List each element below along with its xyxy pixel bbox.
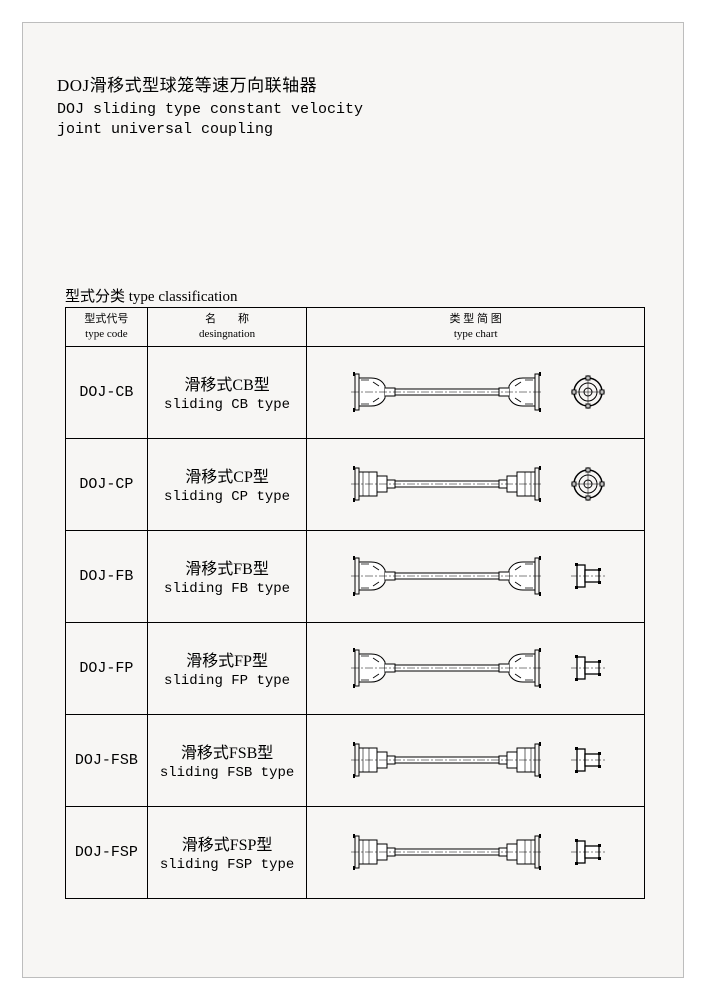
end-view-flange-icon [571,835,605,869]
designation-cn: 滑移式FP型 [148,647,307,671]
type-chart-cell [307,346,645,438]
designation-cn: 滑移式CB型 [148,371,307,395]
designation-cell: 滑移式CP型 sliding CP type [147,438,307,530]
classification-table: 型式代号 type code 名 称 desingnation 类 型 简 图 … [65,307,645,899]
header-chart-cn: 类 型 简 图 [450,313,502,325]
designation-cn: 滑移式CP型 [148,463,307,487]
chart-wrap [307,807,644,898]
header-type-code: 型式代号 type code [66,308,148,347]
header-desig-en: desingnation [199,328,255,340]
page-header: DOJ滑移式型球笼等速万向联轴器 DOJ sliding type consta… [57,71,363,141]
shaft-diagram-icon [347,830,547,874]
table-row: DOJ-FP 滑移式FP型 sliding FP type [66,622,645,714]
type-chart-cell [307,714,645,806]
designation-cell: 滑移式FP型 sliding FP type [147,622,307,714]
type-code-value: DOJ-FSB [75,752,138,769]
header-designation: 名 称 desingnation [147,308,307,347]
table-row: DOJ-CB 滑移式CB型 sliding CB type [66,346,645,438]
table-header-row: 型式代号 type code 名 称 desingnation 类 型 简 图 … [66,308,645,347]
designation-cell: 滑移式CB型 sliding CB type [147,346,307,438]
type-code-value: DOJ-FSP [75,844,138,861]
designation-en: sliding FSP type [148,857,307,873]
type-chart-cell [307,438,645,530]
type-chart-cell [307,806,645,898]
title-en-line1: DOJ sliding type constant velocity [57,100,363,120]
title-en-line2: joint universal coupling [57,120,363,140]
type-chart-cell [307,622,645,714]
chart-wrap [307,623,644,714]
header-desig-cn: 名 称 [205,313,249,325]
designation-en: sliding CP type [148,489,307,505]
chart-wrap [307,347,644,438]
designation-en: sliding FSB type [148,765,307,781]
end-view-flange-icon [571,743,605,777]
designation-cn: 滑移式FSP型 [148,831,307,855]
header-type-chart: 类 型 简 图 type chart [307,308,645,347]
type-code-value: DOJ-CB [79,384,133,401]
header-code-en: type code [85,328,127,340]
type-code-cell: DOJ-CB [66,346,148,438]
shaft-diagram-icon [347,738,547,782]
section-title: 型式分类 type classification [65,285,237,306]
designation-cell: 滑移式FB型 sliding FB type [147,530,307,622]
type-code-value: DOJ-FB [79,568,133,585]
shaft-diagram-icon [347,646,547,690]
end-view-circle-icon [571,467,605,501]
shaft-diagram-icon [347,462,547,506]
chart-wrap [307,531,644,622]
chart-wrap [307,715,644,806]
header-chart-en: type chart [454,328,498,340]
type-code-cell: DOJ-FP [66,622,148,714]
type-code-cell: DOJ-FSP [66,806,148,898]
type-code-value: DOJ-CP [79,476,133,493]
designation-cell: 滑移式FSP型 sliding FSP type [147,806,307,898]
type-code-cell: DOJ-FB [66,530,148,622]
table-row: DOJ-FSP 滑移式FSP型 sliding FSP type [66,806,645,898]
header-code-cn: 型式代号 [84,313,128,325]
type-code-cell: DOJ-CP [66,438,148,530]
table-row: DOJ-FB 滑移式FB型 sliding FB type [66,530,645,622]
end-view-flange-icon [571,559,605,593]
table-row: DOJ-FSB 滑移式FSB型 sliding FSB type [66,714,645,806]
end-view-circle-icon [571,375,605,409]
designation-en: sliding FB type [148,581,307,597]
designation-cell: 滑移式FSB型 sliding FSB type [147,714,307,806]
shaft-diagram-icon [347,554,547,598]
chart-wrap [307,439,644,530]
title-cn: DOJ滑移式型球笼等速万向联轴器 [57,71,363,96]
designation-cn: 滑移式FSB型 [148,739,307,763]
designation-en: sliding FP type [148,673,307,689]
type-code-cell: DOJ-FSB [66,714,148,806]
type-code-value: DOJ-FP [79,660,133,677]
type-chart-cell [307,530,645,622]
end-view-flange-icon [571,651,605,685]
designation-cn: 滑移式FB型 [148,555,307,579]
shaft-diagram-icon [347,370,547,414]
page-frame: DOJ滑移式型球笼等速万向联轴器 DOJ sliding type consta… [22,22,684,978]
designation-en: sliding CB type [148,397,307,413]
table-row: DOJ-CP 滑移式CP型 sliding CP type [66,438,645,530]
